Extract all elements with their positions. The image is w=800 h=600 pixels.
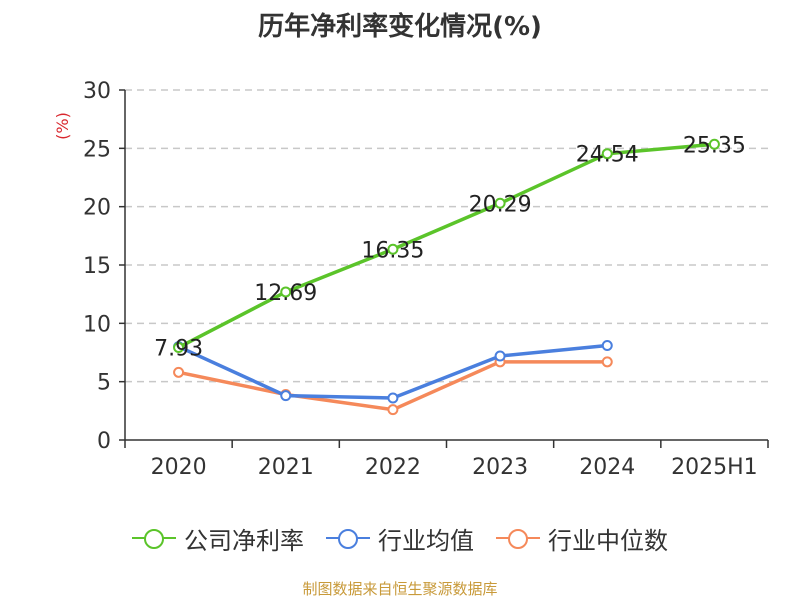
data-point — [494, 350, 506, 362]
data-point — [494, 197, 506, 209]
y-tick-label: 5 — [97, 371, 111, 396]
x-tick-label: 2020 — [151, 455, 207, 480]
axes: 0 5 10 15 20 25 30 2020 2021 2022 2023 2024 2025H1 (%… — [53, 79, 769, 480]
data-point — [173, 341, 185, 353]
data-label: 7.93 — [154, 336, 203, 361]
y-tick-label: 30 — [83, 79, 111, 104]
data-point — [280, 390, 292, 402]
grid-lines — [125, 89, 768, 383]
data-point — [708, 138, 720, 150]
legend-label: 公司净利率 — [184, 526, 304, 555]
data-point — [387, 243, 399, 255]
y-tick-label: 20 — [83, 196, 111, 221]
data-label: 25.35 — [683, 133, 746, 158]
data-point — [387, 392, 399, 404]
series-line — [177, 142, 715, 350]
legend-marker-icon — [326, 528, 370, 549]
data-point — [601, 356, 613, 368]
data-label: 20.29 — [469, 192, 532, 217]
y-tick-label: 10 — [83, 312, 111, 337]
legend-item[interactable]: 行业中位数 — [496, 521, 668, 556]
y-tick-label: 25 — [83, 137, 111, 162]
legend-label: 行业均值 — [378, 526, 474, 555]
series-line — [177, 343, 608, 400]
data-label: 24.54 — [576, 143, 639, 168]
y-tick-label: 0 — [97, 429, 111, 454]
y-axis-label: (%) — [53, 112, 72, 140]
x-tick-label: 2024 — [579, 455, 635, 480]
legend-label: 行业中位数 — [548, 526, 668, 555]
x-tick-label: 2025H1 — [671, 455, 758, 480]
data-point — [387, 404, 399, 416]
data-label: 12.69 — [254, 281, 317, 306]
data-point — [280, 286, 292, 298]
legend-marker-icon — [132, 528, 176, 549]
source-note: 制图数据来自恒生聚源数据库 — [302, 580, 498, 598]
legend-item[interactable]: 行业均值 — [326, 521, 474, 556]
chart-title: 历年净利率变化情况(%) — [258, 12, 542, 42]
x-tick-label: 2022 — [365, 455, 421, 480]
legend-item[interactable]: 公司净利率 — [132, 521, 304, 556]
x-tick-label: 2021 — [258, 455, 314, 480]
legend: 公司净利率 行业均值 行业中位数 — [0, 520, 800, 556]
series-lines — [173, 138, 720, 416]
x-tick-label: 2023 — [472, 455, 528, 480]
legend-marker-icon — [496, 528, 540, 549]
data-labels: 7.93 12.69 16.35 20.29 24.54 25.35 — [154, 133, 746, 361]
y-tick-label: 15 — [83, 254, 111, 279]
data-point — [601, 340, 613, 351]
data-point — [173, 366, 185, 378]
data-label: 16.35 — [361, 238, 424, 263]
data-point — [601, 148, 613, 160]
